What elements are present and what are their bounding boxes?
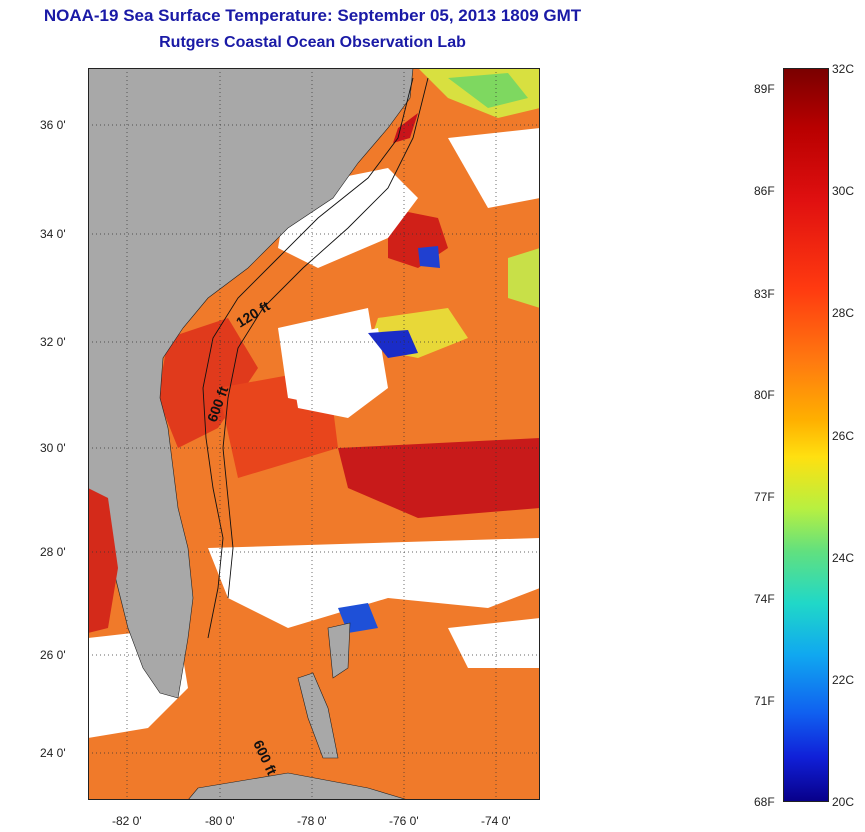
- sst-map-canvas: 120 ft 600 ft 600 ft: [88, 68, 540, 800]
- colorbar-celsius-label: 30C: [832, 184, 855, 198]
- cool-patch: [508, 248, 540, 308]
- latitude-label: 30 0': [40, 441, 66, 455]
- colorbar-fahrenheit-label: 80F: [754, 388, 775, 402]
- latitude-label: 34 0': [40, 227, 66, 241]
- longitude-label: -78 0': [297, 814, 327, 828]
- longitude-label: -80 0': [205, 814, 235, 828]
- colorbar-fahrenheit-label: 89F: [754, 82, 775, 96]
- colorbar-fahrenheit-label: 71F: [754, 694, 775, 708]
- colorbar-celsius-label: 28C: [832, 306, 855, 320]
- sst-map[interactable]: 120 ft 600 ft 600 ft: [88, 68, 540, 800]
- no-data-region: [448, 618, 540, 668]
- no-data-region: [448, 128, 540, 208]
- colorbar-fahrenheit-label: 83F: [754, 287, 775, 301]
- longitude-label: -82 0': [112, 814, 142, 828]
- map-title: NOAA-19 Sea Surface Temperature: Septemb…: [43, 6, 582, 25]
- cool-patch: [448, 73, 528, 108]
- sound-water: [393, 113, 418, 143]
- no-data-region: [288, 328, 388, 418]
- gulf-water: [88, 488, 118, 633]
- colorbar-celsius-label: 26C: [832, 429, 855, 443]
- colorbar-celsius-label: 24C: [832, 551, 855, 565]
- cold-patch: [368, 330, 418, 358]
- map-frame: [88, 68, 540, 800]
- map-subtitle: Rutgers Coastal Ocean Observation Lab: [159, 34, 466, 51]
- colorbar-fahrenheit-label: 74F: [754, 592, 775, 606]
- latitude-label: 28 0': [40, 545, 66, 559]
- longitude-label: -74 0': [481, 814, 511, 828]
- colorbar-celsius-label: 22C: [832, 673, 855, 687]
- island: [327, 622, 351, 679]
- latitude-label: 24 0': [40, 746, 66, 760]
- colorbar-fahrenheit-label: 68F: [754, 795, 775, 809]
- island: [187, 772, 409, 800]
- colorbar-fahrenheit-label: 77F: [754, 490, 775, 504]
- no-data-region: [208, 538, 540, 628]
- island: [297, 672, 339, 759]
- longitude-label: -76 0': [389, 814, 419, 828]
- colorbar-fahrenheit-label: 86F: [754, 184, 775, 198]
- latitude-label: 26 0': [40, 648, 66, 662]
- colorbar-celsius-label: 20C: [832, 795, 855, 809]
- temperature-colorbar: [783, 68, 829, 802]
- colorbar-celsius-label: 32C: [832, 62, 855, 76]
- isobath-600ft: [222, 77, 429, 599]
- gridlines: [88, 68, 540, 800]
- hot-zone: [158, 318, 258, 448]
- hot-zone: [338, 438, 540, 518]
- land-mass: [88, 68, 414, 699]
- cold-patch: [418, 246, 440, 268]
- isobath-120ft: [202, 77, 414, 639]
- latitude-label: 32 0': [40, 335, 66, 349]
- latitude-label: 36 0': [40, 118, 66, 132]
